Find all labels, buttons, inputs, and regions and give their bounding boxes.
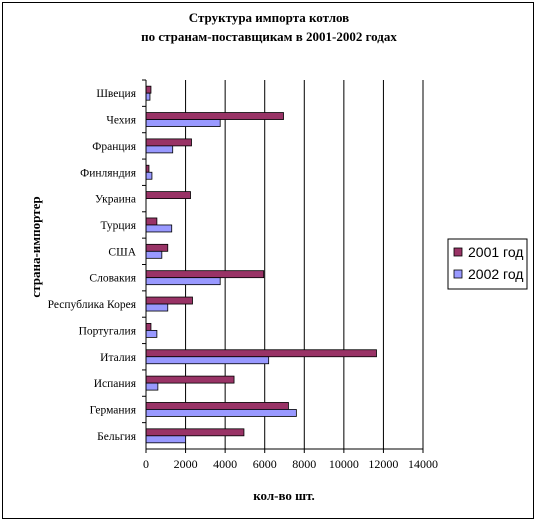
category-label: США <box>108 246 136 258</box>
bar <box>145 145 174 154</box>
bar <box>145 191 191 200</box>
bar <box>145 322 152 331</box>
category-label: Украина <box>95 194 136 206</box>
bar <box>145 296 193 305</box>
category-label: Чехия <box>106 115 136 127</box>
category-label: Швеция <box>96 88 136 100</box>
bar <box>145 375 235 384</box>
bar <box>145 329 158 338</box>
chart-title: Структура импорта котлов <box>188 10 350 25</box>
bar <box>145 435 186 444</box>
category-label: Испания <box>94 378 137 390</box>
bar <box>145 171 153 180</box>
x-axis-label: кол-во шт. <box>253 488 315 503</box>
category-label: Республика Корея <box>48 299 137 311</box>
bar <box>145 243 169 252</box>
bar <box>145 138 192 147</box>
chart-subtitle: по странам-поставщикам в 2001-2002 годах <box>141 29 397 44</box>
x-tick-label: 6000 <box>253 457 277 471</box>
legend-label: 2001 год <box>468 244 523 260</box>
y-axis-label: страна-импортер <box>28 196 43 297</box>
bar <box>145 217 158 226</box>
bar <box>145 349 377 358</box>
bar <box>145 409 297 417</box>
bar <box>145 270 265 279</box>
bar <box>145 92 151 101</box>
chart-frame <box>2 2 534 519</box>
bar <box>145 402 289 410</box>
category-label: Италия <box>100 352 137 364</box>
category-label: Бельгия <box>97 431 137 443</box>
category-label: Словакия <box>89 273 136 285</box>
bar <box>145 250 163 259</box>
x-tick-label: 0 <box>143 457 149 471</box>
labels: 0 2000 4000 6000 8000 10000 12000 14000 Швеция Че… <box>48 88 438 471</box>
legend: 2001 год 2002 год <box>447 238 528 290</box>
x-tick-label: 14000 <box>408 457 438 471</box>
x-tick-label: 2000 <box>174 457 198 471</box>
x-tick-label: 10000 <box>329 457 359 471</box>
legend-box <box>447 238 528 290</box>
bar <box>145 85 152 94</box>
gridlines <box>185 80 424 449</box>
bar <box>145 277 221 286</box>
bar <box>145 382 159 391</box>
category-label: Германия <box>90 404 137 416</box>
x-tick-label: 8000 <box>292 457 316 471</box>
category-label: Финляндия <box>80 167 137 179</box>
legend-label: 2002 год <box>468 266 523 282</box>
bars <box>145 85 377 444</box>
x-tick-label: 12000 <box>368 457 398 471</box>
axes <box>142 79 424 453</box>
category-label: Турция <box>100 220 136 232</box>
bar <box>145 119 221 127</box>
bar <box>145 112 284 120</box>
bar <box>145 303 169 312</box>
legend-swatch <box>453 247 463 257</box>
bar <box>145 224 173 233</box>
bar <box>145 356 270 365</box>
x-tick-label: 4000 <box>213 457 237 471</box>
category-label: Португалия <box>79 325 137 337</box>
bar <box>145 428 245 437</box>
category-label: Франция <box>92 141 136 153</box>
legend-swatch <box>453 269 463 279</box>
